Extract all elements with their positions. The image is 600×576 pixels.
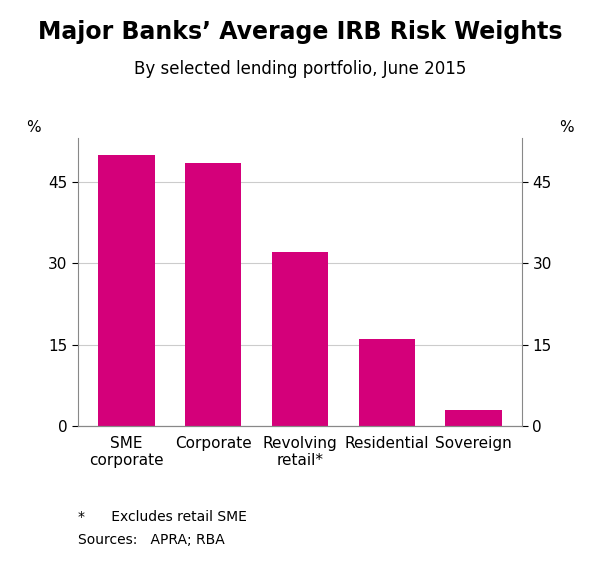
Bar: [185, 162, 241, 426]
Text: Sources:   APRA; RBA: Sources: APRA; RBA: [78, 533, 225, 547]
Bar: [272, 252, 328, 426]
Text: %: %: [26, 120, 41, 135]
Text: *      Excludes retail SME: * Excludes retail SME: [78, 510, 247, 524]
Bar: [359, 339, 415, 426]
Text: By selected lending portfolio, June 2015: By selected lending portfolio, June 2015: [134, 60, 466, 78]
Text: Major Banks’ Average IRB Risk Weights: Major Banks’ Average IRB Risk Weights: [38, 20, 562, 44]
Bar: [445, 410, 502, 426]
Bar: [98, 154, 155, 426]
Text: %: %: [559, 120, 574, 135]
